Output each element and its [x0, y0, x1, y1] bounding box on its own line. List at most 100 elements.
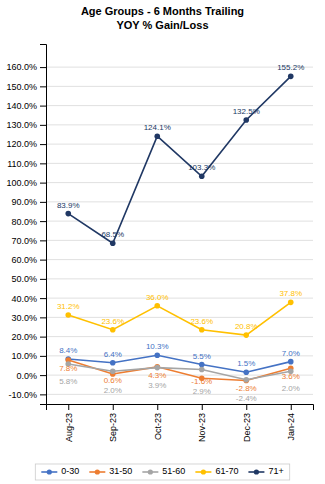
- y-tick: 50.0%: [11, 274, 46, 284]
- legend-marker: [201, 469, 206, 474]
- x-tick: Sep-23: [108, 404, 118, 442]
- grid-line: [46, 278, 313, 279]
- x-tick: Oct-23: [153, 404, 163, 440]
- x-tick-label: Dec-23: [242, 413, 252, 442]
- legend-label: 0-30: [61, 466, 79, 476]
- y-tick-label: 50.0%: [11, 274, 37, 284]
- grid-line: [46, 144, 313, 145]
- y-tick-label: 110.0%: [7, 159, 37, 169]
- data-label: 23.6%: [101, 317, 124, 326]
- x-tick: Nov-23: [197, 404, 207, 442]
- data-label: 7.0%: [282, 349, 300, 358]
- data-label: 1.5%: [237, 359, 255, 368]
- y-tick: 20.0%: [11, 332, 46, 342]
- legend-label: 61-70: [215, 466, 238, 476]
- y-tick: 30.0%: [11, 313, 46, 323]
- legend-item: 71+: [248, 466, 283, 476]
- point: [65, 211, 71, 217]
- y-tick: 140.0%: [6, 101, 46, 111]
- y-tick: 120.0%: [6, 139, 46, 149]
- point: [110, 327, 116, 333]
- y-tick: 10.0%: [11, 351, 46, 361]
- title-group: Age Groups - 6 Months TrailingYOY % Gain…: [81, 5, 244, 31]
- y-axis-line: [40, 45, 47, 405]
- legend-marker: [254, 469, 259, 474]
- data-label: 36.0%: [146, 293, 169, 302]
- grid-line: [46, 124, 313, 125]
- grid: [46, 67, 313, 394]
- point: [154, 303, 160, 309]
- y-tick-label: 20.0%: [11, 332, 37, 342]
- x-axis: Aug-23 Sep-23 Oct-23 Nov-23 Dec-23 Jan-24: [47, 404, 314, 442]
- y-tick-label: 120.0%: [6, 139, 37, 149]
- data-label: 6.4%: [104, 350, 122, 359]
- y-tick-label: 100.0%: [6, 178, 37, 188]
- x-tick: Jan-24: [286, 404, 296, 441]
- legend-frame: [35, 464, 289, 480]
- point: [288, 74, 294, 80]
- grid-line: [46, 259, 313, 260]
- y-tick: 150.0%: [6, 82, 46, 92]
- data-label: 68.5%: [101, 230, 124, 239]
- data-label: 4.3%: [148, 371, 166, 380]
- y-tick-label: 0.0%: [16, 371, 37, 381]
- x-axis-line: [47, 405, 314, 411]
- x-tick-mark: [157, 404, 158, 410]
- point: [243, 117, 249, 123]
- series-line: [68, 302, 291, 335]
- x-tick-mark: [113, 404, 114, 410]
- data-label: 8.4%: [59, 346, 77, 355]
- data-label: 83.9%: [57, 201, 80, 210]
- x-tick: Aug-23: [64, 404, 74, 442]
- point: [243, 332, 249, 338]
- point: [154, 364, 160, 370]
- title: Age Groups - 6 Months Trailing: [81, 5, 244, 17]
- data-label: 155.2%: [277, 63, 304, 72]
- series-line: [68, 364, 291, 380]
- y-tick-mark: [40, 260, 46, 261]
- y-tick-mark: [40, 144, 46, 145]
- data-label: 7.8%: [59, 364, 77, 373]
- point: [199, 327, 205, 333]
- y-tick: 130.0%: [6, 120, 46, 130]
- data-label: 2.0%: [282, 384, 300, 393]
- data-label: 103.3%: [188, 163, 215, 172]
- y-tick-mark: [40, 183, 46, 184]
- y-tick-mark: [40, 125, 46, 126]
- data-label: 20.8%: [235, 322, 258, 331]
- grid-line: [46, 67, 313, 68]
- grid-line: [46, 221, 313, 222]
- data-label: 10.3%: [146, 342, 169, 351]
- grid-line: [46, 105, 313, 106]
- series-line: [68, 76, 291, 243]
- y-tick-mark: [40, 240, 46, 241]
- grid-line: [46, 240, 313, 241]
- x-tick-mark: [68, 404, 69, 410]
- y-tick: 110.0%: [7, 159, 46, 169]
- y-tick: 70.0%: [11, 236, 46, 246]
- point: [154, 352, 160, 358]
- y-tick: 0.0%: [16, 371, 46, 381]
- data-label: 0.6%: [104, 376, 122, 385]
- grid-line: [46, 86, 313, 87]
- data-label: 5.5%: [193, 352, 211, 361]
- y-tick: 40.0%: [11, 293, 46, 303]
- series-line: [68, 360, 291, 380]
- legend-marker: [95, 469, 100, 474]
- point: [110, 360, 116, 366]
- grid-line: [46, 201, 313, 202]
- data-label: 3.6%: [282, 372, 300, 381]
- y-tick-mark: [40, 86, 46, 87]
- x-tick-mark: [202, 404, 203, 410]
- y-tick-label: 30.0%: [11, 313, 37, 323]
- legend-label: 51-60: [162, 466, 185, 476]
- point: [199, 362, 205, 368]
- legend: 0-3031-5051-6061-7071+: [35, 464, 289, 480]
- data-label: 5.8%: [59, 377, 77, 386]
- grid-line: [46, 182, 313, 183]
- point: [288, 359, 294, 365]
- y-tick: 90.0%: [11, 197, 46, 207]
- y-tick-label: 140.0%: [6, 101, 37, 111]
- y-tick-mark: [40, 279, 46, 280]
- legend-label: 71+: [268, 466, 283, 476]
